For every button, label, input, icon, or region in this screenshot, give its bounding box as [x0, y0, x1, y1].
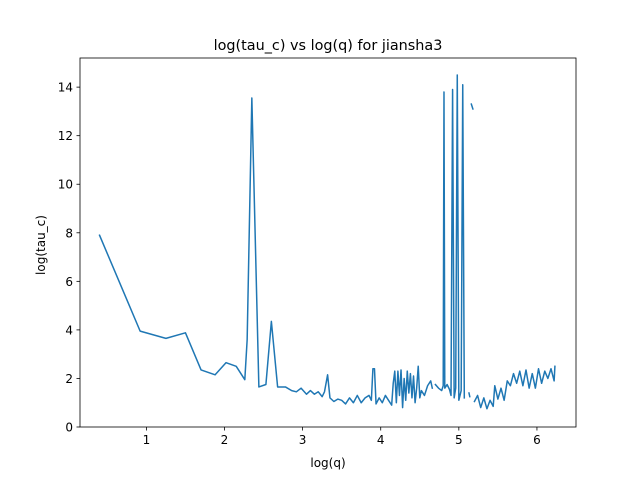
x-axis-ticks: 1 2 3 4 5 6 [143, 427, 541, 447]
series-layer [98, 74, 556, 410]
y-tick-label: 0 [65, 421, 73, 435]
series-line-segment [473, 365, 556, 410]
x-tick-label: 6 [533, 433, 541, 447]
y-tick-label: 12 [58, 129, 73, 143]
y-tick-label: 10 [58, 178, 73, 192]
x-axis-label: log(q) [310, 456, 345, 470]
y-tick-label: 6 [65, 275, 73, 289]
series-line-segment [468, 392, 471, 398]
series-line-segment [470, 103, 474, 110]
x-tick-label: 4 [377, 433, 385, 447]
y-tick-label: 14 [58, 81, 73, 95]
y-tick-label: 2 [65, 372, 73, 386]
series-line-segment [434, 74, 466, 402]
y-axis-label: log(tau_c) [34, 215, 48, 275]
y-tick-label: 8 [65, 226, 73, 240]
y-axis-ticks: 0 2 4 6 8 10 12 14 [58, 81, 80, 435]
x-tick-label: 5 [455, 433, 463, 447]
y-tick-label: 4 [65, 323, 73, 337]
axes-frame [79, 57, 577, 428]
x-tick-label: 3 [299, 433, 307, 447]
chart-title: log(tau_c) vs log(q) for jiansha3 [214, 38, 443, 54]
x-tick-label: 1 [143, 433, 151, 447]
series-line-segment [98, 97, 434, 409]
x-tick-label: 2 [221, 433, 229, 447]
